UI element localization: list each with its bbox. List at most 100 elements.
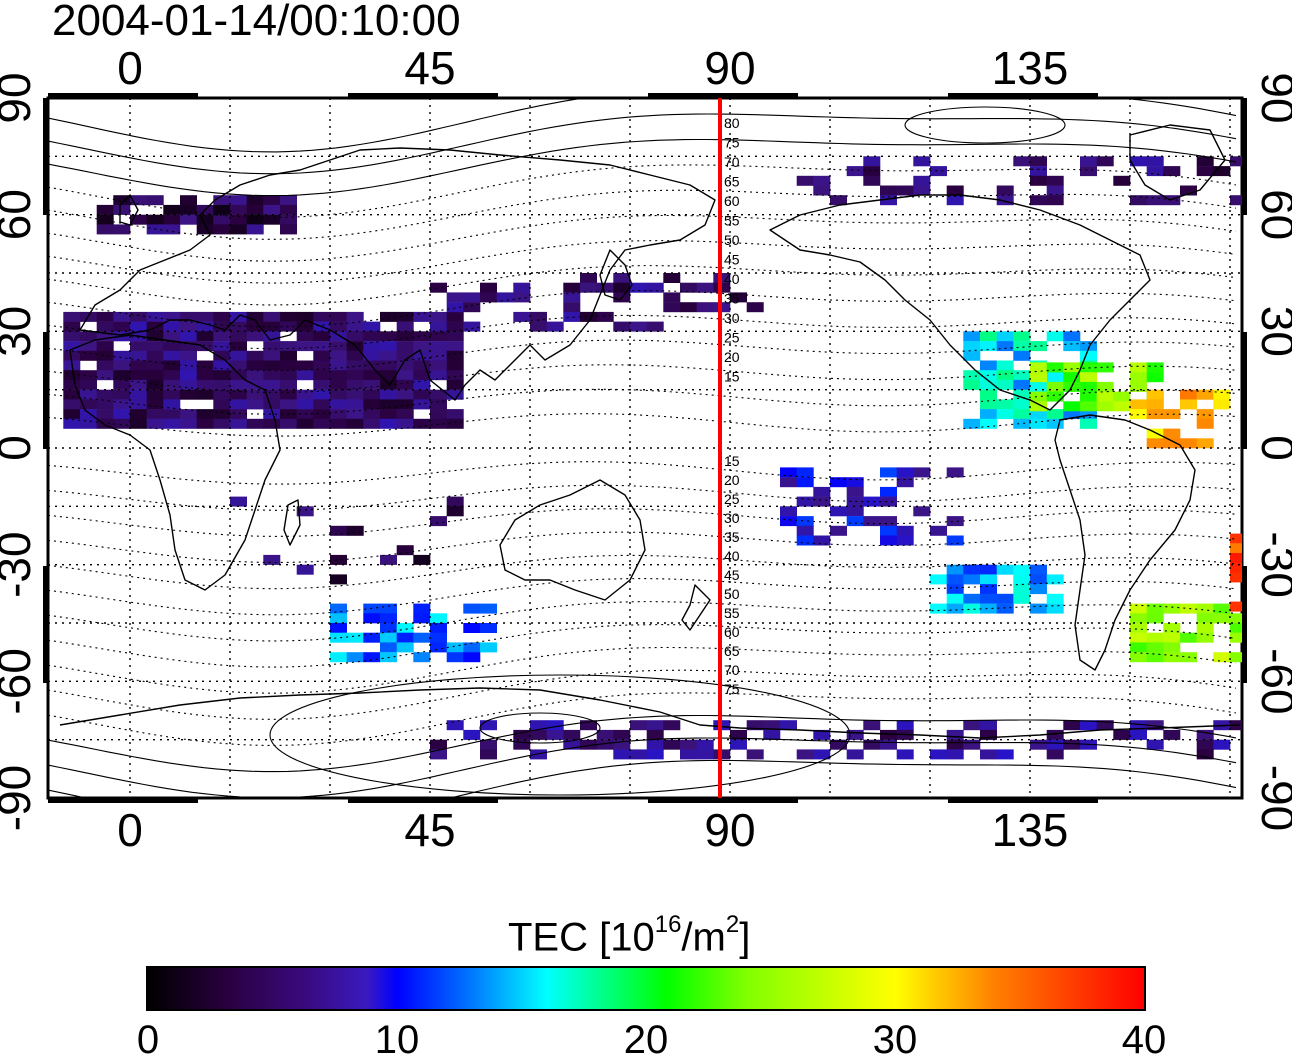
tec-cell: [330, 331, 347, 341]
tec-cell: [1063, 401, 1080, 411]
tec-cell: [380, 555, 397, 565]
frame-bar-bottom: [648, 798, 798, 803]
tec-cell: [447, 312, 464, 322]
tec-cell: [363, 331, 380, 341]
tec-cell: [1147, 613, 1164, 623]
tec-cell: [947, 749, 964, 759]
tec-cell: [747, 302, 764, 312]
tec-cell: [313, 361, 330, 371]
frame-bar-left: [43, 98, 48, 215]
tec-cell: [1063, 331, 1080, 341]
tec-cell: [980, 749, 997, 759]
tec-cell: [313, 312, 330, 322]
tec-cell: [1130, 642, 1147, 652]
tec-cell: [163, 322, 180, 332]
tec-cell: [1047, 186, 1064, 196]
meridian-label: 50: [724, 232, 740, 248]
tec-cell: [1047, 604, 1064, 614]
tec-cell: [413, 390, 430, 400]
tec-cell: [280, 361, 297, 371]
tec-cell: [363, 419, 380, 429]
tec-cell: [513, 292, 530, 302]
tec-cell: [1263, 633, 1280, 643]
tec-cell: [697, 302, 714, 312]
tec-cell: [513, 312, 530, 322]
tec-cell: [897, 526, 914, 536]
colorbar-title: TEC [1016/m2]: [508, 905, 750, 961]
tec-cell: [847, 749, 864, 759]
frame-bar-bottom: [48, 798, 198, 803]
tec-cell: [1013, 331, 1030, 341]
tec-cell: [330, 322, 347, 332]
tec-cell: [180, 322, 197, 332]
tec-cell: [247, 390, 264, 400]
tec-cell: [813, 487, 830, 497]
tec-cell: [1163, 730, 1180, 740]
tec-cell: [1163, 633, 1180, 643]
tec-cell: [963, 594, 980, 604]
meridian-label: 80: [724, 115, 740, 131]
tec-cell: [430, 623, 447, 633]
tec-cell: [530, 730, 547, 740]
tec-cell: [1047, 362, 1064, 372]
tec-cell: [63, 380, 80, 390]
tec-cell: [180, 361, 197, 371]
tec-cell: [963, 740, 980, 750]
tec-cell: [930, 166, 947, 176]
tec-cell: [480, 283, 497, 293]
tec-cell: [1130, 613, 1147, 623]
tec-cell: [1213, 604, 1230, 614]
tec-cell: [1147, 399, 1164, 409]
tec-cell: [1197, 390, 1214, 400]
tec-cell: [213, 351, 230, 361]
tec-cell: [613, 730, 630, 740]
tec-cell: [980, 604, 997, 614]
tec-cell: [1030, 176, 1047, 186]
tec-cell: [263, 312, 280, 322]
tec-cell: [113, 312, 130, 322]
tec-cell: [80, 351, 97, 361]
tec-cell: [80, 419, 97, 429]
tec-cell: [447, 506, 464, 516]
tec-cell: [180, 331, 197, 341]
meridian-label: 30: [724, 310, 740, 326]
tec-cell: [1030, 401, 1047, 411]
tec-cell: [363, 613, 380, 623]
tec-cell: [447, 419, 464, 429]
tec-cell: [1230, 553, 1247, 563]
tec-cell: [430, 613, 447, 623]
tec-cell: [913, 506, 930, 516]
tec-cell: [197, 341, 214, 351]
tec-cell: [963, 341, 980, 351]
tec-cell: [247, 361, 264, 371]
tec-cell: [447, 380, 464, 390]
tec-cell: [963, 419, 980, 429]
tec-cell: [963, 351, 980, 361]
tec-cell: [630, 283, 647, 293]
tec-cell: [280, 341, 297, 351]
tec-cell: [163, 399, 180, 409]
tec-cell: [397, 623, 414, 633]
tec-cell: [63, 399, 80, 409]
tec-cell: [813, 186, 830, 196]
colorbar-tick-label: 20: [624, 1018, 669, 1062]
tec-cell: [97, 399, 114, 409]
tec-cell: [1280, 740, 1292, 750]
tec-cell: [880, 487, 897, 497]
y-axis-right: 9060300-30-60-90: [1252, 72, 1292, 831]
tec-cell: [180, 419, 197, 429]
tec-cell: [397, 312, 414, 322]
y-tick-label-right: 30: [1252, 306, 1292, 357]
tec-cell: [313, 370, 330, 380]
tec-cell: [263, 205, 280, 215]
y-tick-label-right: -60: [1252, 648, 1292, 714]
tec-cell: [347, 380, 364, 390]
tec-cell: [197, 419, 214, 429]
tec-cell: [1047, 176, 1064, 186]
y-tick-label-left: 60: [0, 189, 40, 240]
tec-cell: [797, 467, 814, 477]
tec-cell: [1147, 166, 1164, 176]
x-axis-top: 04590135180-135-90-45: [117, 42, 1292, 94]
tec-cell: [347, 652, 364, 662]
tec-cell: [663, 720, 680, 730]
